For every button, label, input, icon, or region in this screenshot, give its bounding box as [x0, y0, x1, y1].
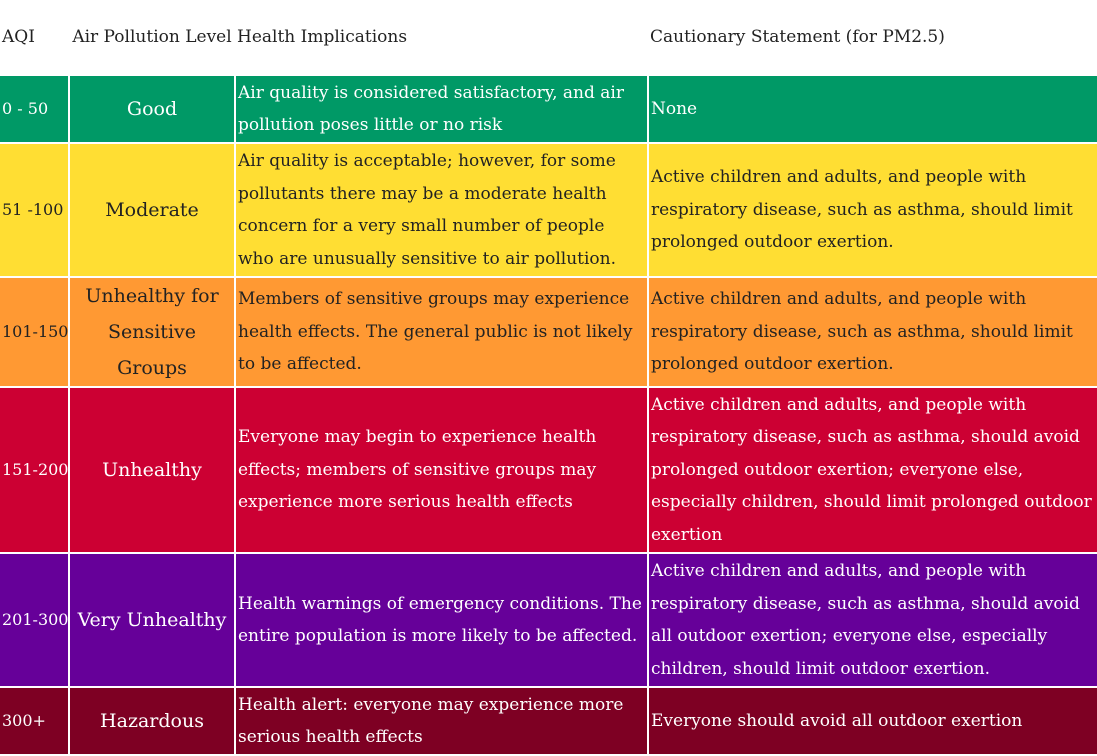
pollution-level: Good	[68, 74, 236, 144]
health-implications: Everyone may begin to experience health …	[234, 386, 649, 554]
pollution-level: Hazardous	[68, 686, 236, 756]
row-unhealthy-sensitive: 101-150 Unhealthy for Sensitive Groups M…	[0, 276, 1097, 388]
header-health: Health Implications	[235, 0, 648, 75]
health-implications: Members of sensitive groups may experien…	[234, 276, 649, 388]
row-moderate: 51 -100 Moderate Air quality is acceptab…	[0, 142, 1097, 278]
aqi-range: 51 -100	[0, 142, 70, 278]
pollution-level: Very Unhealthy	[68, 552, 236, 688]
cautionary-statement: None	[647, 74, 1097, 144]
health-implications: Air quality is considered satisfactory, …	[234, 74, 649, 144]
cautionary-statement: Active children and adults, and people w…	[647, 386, 1097, 554]
row-hazardous: 300+ Hazardous Health alert: everyone ma…	[0, 686, 1097, 756]
header-level: Air Pollution Level	[69, 0, 235, 75]
pollution-level: Moderate	[68, 142, 236, 278]
header-caution: Cautionary Statement (for PM2.5)	[648, 0, 1097, 75]
cautionary-statement: Active children and adults, and people w…	[647, 276, 1097, 388]
row-very-unhealthy: 201-300 Very Unhealthy Health warnings o…	[0, 552, 1097, 688]
health-implications: Health alert: everyone may experience mo…	[234, 686, 649, 756]
pollution-level: Unhealthy	[68, 386, 236, 554]
pollution-level: Unhealthy for Sensitive Groups	[68, 276, 236, 388]
health-implications: Health warnings of emergency conditions.…	[234, 552, 649, 688]
cautionary-statement: Everyone should avoid all outdoor exerti…	[647, 686, 1097, 756]
cautionary-statement: Active children and adults, and people w…	[647, 552, 1097, 688]
row-good: 0 - 50 Good Air quality is considered sa…	[0, 74, 1097, 144]
aqi-range: 300+	[0, 686, 70, 756]
aqi-range: 101-150	[0, 276, 70, 388]
aqi-range: 151-200	[0, 386, 70, 554]
health-implications: Air quality is acceptable; however, for …	[234, 142, 649, 278]
row-unhealthy: 151-200 Unhealthy Everyone may begin to …	[0, 386, 1097, 554]
header-aqi: AQI	[0, 0, 69, 75]
header-row: AQI Air Pollution Level Health Implicati…	[0, 0, 1097, 75]
cautionary-statement: Active children and adults, and people w…	[647, 142, 1097, 278]
aqi-range: 201-300	[0, 552, 70, 688]
aqi-range: 0 - 50	[0, 74, 70, 144]
